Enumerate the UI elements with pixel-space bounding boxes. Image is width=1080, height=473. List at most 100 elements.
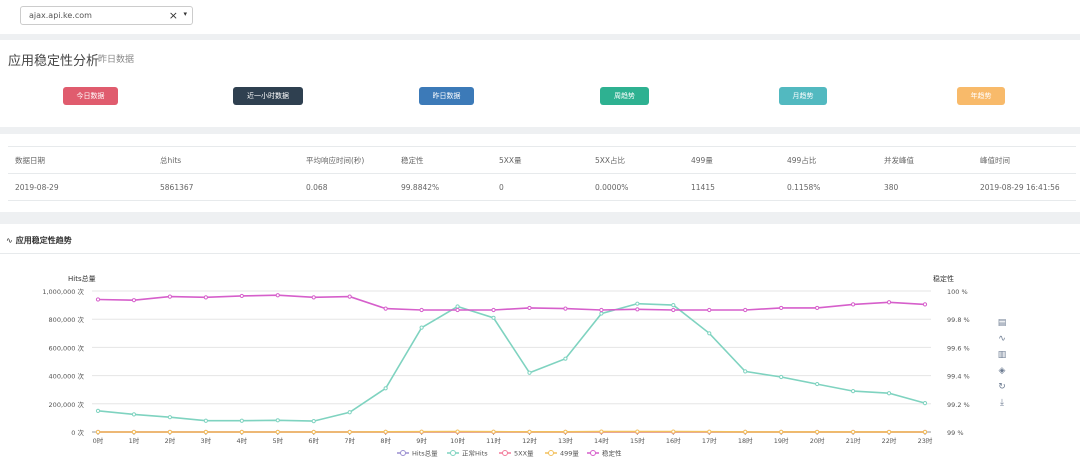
y-left-tick-label: 1,000,000 次 <box>42 287 84 296</box>
x-tick-label: 13时 <box>558 436 573 445</box>
data-point <box>599 311 604 316</box>
x-tick-label: 12时 <box>522 436 537 445</box>
trend-divider <box>0 253 1080 254</box>
data-point <box>779 305 784 311</box>
trend-title-text: 应用稳定性趋势 <box>15 236 72 245</box>
line-chart-icon[interactable]: ∿ <box>998 334 1006 344</box>
data-point <box>563 306 568 311</box>
data-point <box>167 294 173 299</box>
host-select[interactable]: ajax.api.ke.com × ▾ <box>20 6 193 25</box>
clear-icon[interactable]: × <box>168 9 178 22</box>
legend-marker <box>450 450 456 456</box>
month-trend-button[interactable]: 月趋势 <box>779 87 827 105</box>
cell-5xx-count: 0 <box>492 173 588 201</box>
week-trend-button[interactable]: 周趋势 <box>600 87 649 105</box>
x-tick-label: 6时 <box>308 436 319 445</box>
x-tick-label: 5时 <box>272 436 283 445</box>
data-point <box>131 412 137 417</box>
col-stability: 稳定性 <box>394 146 492 174</box>
legend-label: 499量 <box>560 450 579 458</box>
table-row: 2019-08-29 5861367 0.068 99.8842% 0 0.00… <box>8 173 1076 201</box>
data-point <box>347 410 352 415</box>
data-point <box>707 331 712 336</box>
cell-avg-response: 0.068 <box>299 173 394 201</box>
data-point <box>743 369 748 374</box>
data-point <box>527 370 532 375</box>
legend-label: 正常Hits <box>462 449 488 458</box>
data-point <box>850 429 856 435</box>
data-point <box>95 408 101 413</box>
y-right-tick-label: 99.2 % <box>947 401 970 409</box>
download-icon[interactable]: ⤓ <box>1000 398 1004 408</box>
chart-toolbox: ▤ ∿ ▥ ◈ ↻ ⤓ <box>996 318 1008 414</box>
data-point <box>455 429 460 434</box>
trend-section-title: ∿ 应用稳定性趋势 <box>6 235 72 246</box>
col-date: 数据日期 <box>8 146 153 174</box>
section-divider <box>0 34 1080 40</box>
cell-stability: 99.8842% <box>394 173 492 201</box>
chevron-down-icon[interactable]: ▾ <box>183 10 187 18</box>
x-tick-label: 9时 <box>416 436 427 445</box>
y-right-tick-label: 99.8 % <box>947 316 970 324</box>
section-divider <box>0 212 1080 224</box>
data-point <box>850 389 856 394</box>
cell-5xx-ratio: 0.0000% <box>588 173 684 201</box>
data-point <box>886 429 892 435</box>
cell-date: 2019-08-29 <box>8 173 153 201</box>
x-tick-label: 23时 <box>918 436 933 445</box>
last-hour-data-button[interactable]: 近一小时数据 <box>233 87 303 105</box>
col-avg-response: 平均响应时间(秒) <box>299 146 394 174</box>
data-point <box>383 306 388 311</box>
yesterday-data-button[interactable]: 昨日数据 <box>419 87 474 105</box>
data-point <box>203 295 208 300</box>
data-point <box>491 429 496 434</box>
data-view-icon[interactable]: ▤ <box>997 318 1007 328</box>
y-right-tick-label: 100 % <box>947 288 968 296</box>
col-5xx-ratio: 5XX占比 <box>588 146 684 174</box>
data-point <box>275 429 280 435</box>
data-point <box>419 325 424 330</box>
col-total-hits: 总hits <box>153 146 299 174</box>
data-point <box>347 294 352 299</box>
legend-marker <box>400 450 406 456</box>
data-point <box>635 307 640 312</box>
year-trend-button[interactable]: 年趋势 <box>957 87 1005 105</box>
data-point <box>167 429 173 435</box>
data-point <box>95 297 101 302</box>
data-point <box>886 391 892 396</box>
x-tick-label: 17时 <box>702 436 717 445</box>
data-point <box>563 429 568 434</box>
stats-table: 数据日期 总hits 平均响应时间(秒) 稳定性 5XX量 5XX占比 499量… <box>8 146 1076 201</box>
data-point <box>850 302 856 307</box>
data-point <box>383 429 388 434</box>
data-point <box>455 307 460 313</box>
data-point <box>275 418 280 423</box>
bar-chart-icon[interactable]: ▥ <box>997 350 1007 360</box>
col-peak-time: 峰值时间 <box>973 146 1076 174</box>
data-point <box>239 429 244 435</box>
data-point <box>815 381 820 387</box>
legend-marker <box>590 450 596 456</box>
data-point <box>347 429 352 435</box>
data-point <box>383 386 388 391</box>
legend-label: 稳定性 <box>602 449 622 458</box>
legend-label: 5XX量 <box>514 450 534 458</box>
today-data-button[interactable]: 今日数据 <box>63 87 118 105</box>
legend-label: Hits总量 <box>412 449 438 458</box>
data-point <box>743 307 748 313</box>
data-point <box>671 307 676 313</box>
data-point <box>779 429 784 434</box>
stack-icon[interactable]: ◈ <box>998 366 1006 376</box>
x-tick-label: 3时 <box>201 436 212 445</box>
data-point <box>527 305 532 311</box>
y-right-tick-label: 99.6 % <box>947 344 970 352</box>
restore-icon[interactable]: ↻ <box>998 382 1006 392</box>
data-point <box>491 315 496 320</box>
data-point <box>707 429 712 434</box>
data-point <box>743 429 748 434</box>
data-point <box>671 303 676 308</box>
x-tick-label: 16时 <box>666 436 681 445</box>
col-499-count: 499量 <box>684 146 780 174</box>
cell-peak-time: 2019-08-29 16:41:56 <box>973 173 1076 201</box>
col-5xx-count: 5XX量 <box>492 146 588 174</box>
